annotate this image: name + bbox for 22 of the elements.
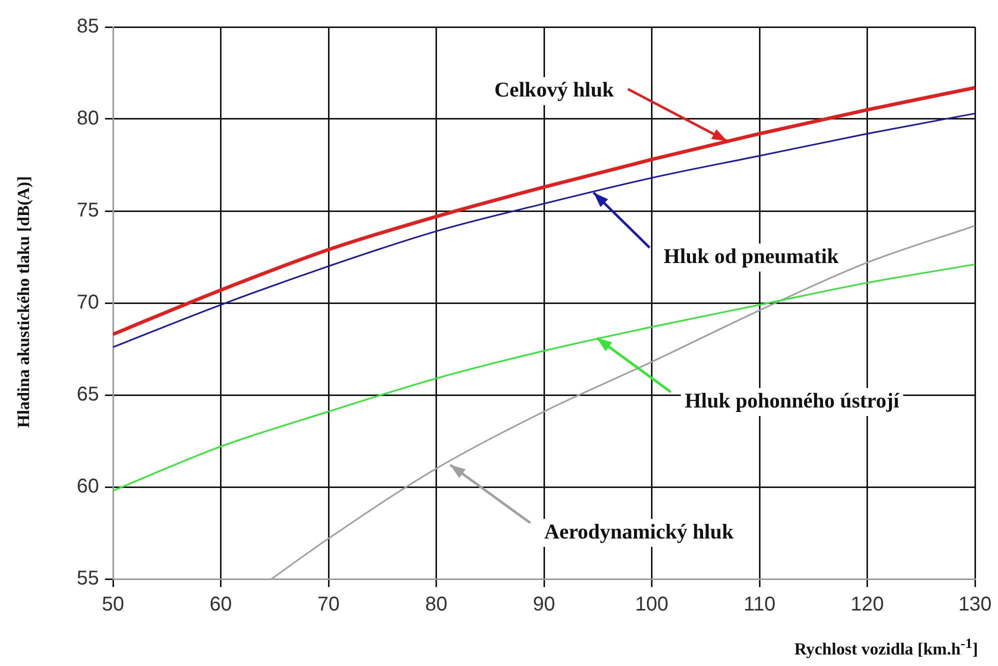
x-tick-label: 130 — [958, 594, 992, 616]
x-tick-label: 50 — [102, 594, 124, 616]
annotation: Celkový hluk — [494, 78, 614, 102]
annotation: Hluk od pneumatik — [664, 244, 839, 268]
y-tick-label: 85 — [76, 16, 99, 38]
x-tick-label: 90 — [532, 594, 556, 616]
x-tick-label: 100 — [635, 594, 668, 616]
x-axis-title: Rychlost vozidla [km.h$^{-1}$] — [794, 636, 978, 660]
x-tick-label: 70 — [317, 594, 340, 616]
annotation: Aerodynamický hluk — [544, 519, 734, 544]
x-tick-label: 60 — [210, 594, 232, 616]
annotation: Hluk pohonného ústrojí — [684, 388, 900, 412]
y-tick-label: 60 — [76, 476, 99, 498]
y-tick-label: 65 — [76, 384, 99, 406]
y-tick-label: 55 — [76, 568, 99, 590]
x-tick-label: 110 — [744, 594, 776, 616]
y-tick-label: 70 — [76, 292, 99, 314]
x-tick-label: 80 — [425, 594, 448, 616]
y-tick-label: 80 — [76, 108, 99, 130]
y-tick-label: 75 — [76, 200, 99, 222]
y-axis-title: Hladina akustického tlaku [dB(A)] — [14, 176, 34, 428]
x-tick-label: 120 — [850, 594, 884, 616]
